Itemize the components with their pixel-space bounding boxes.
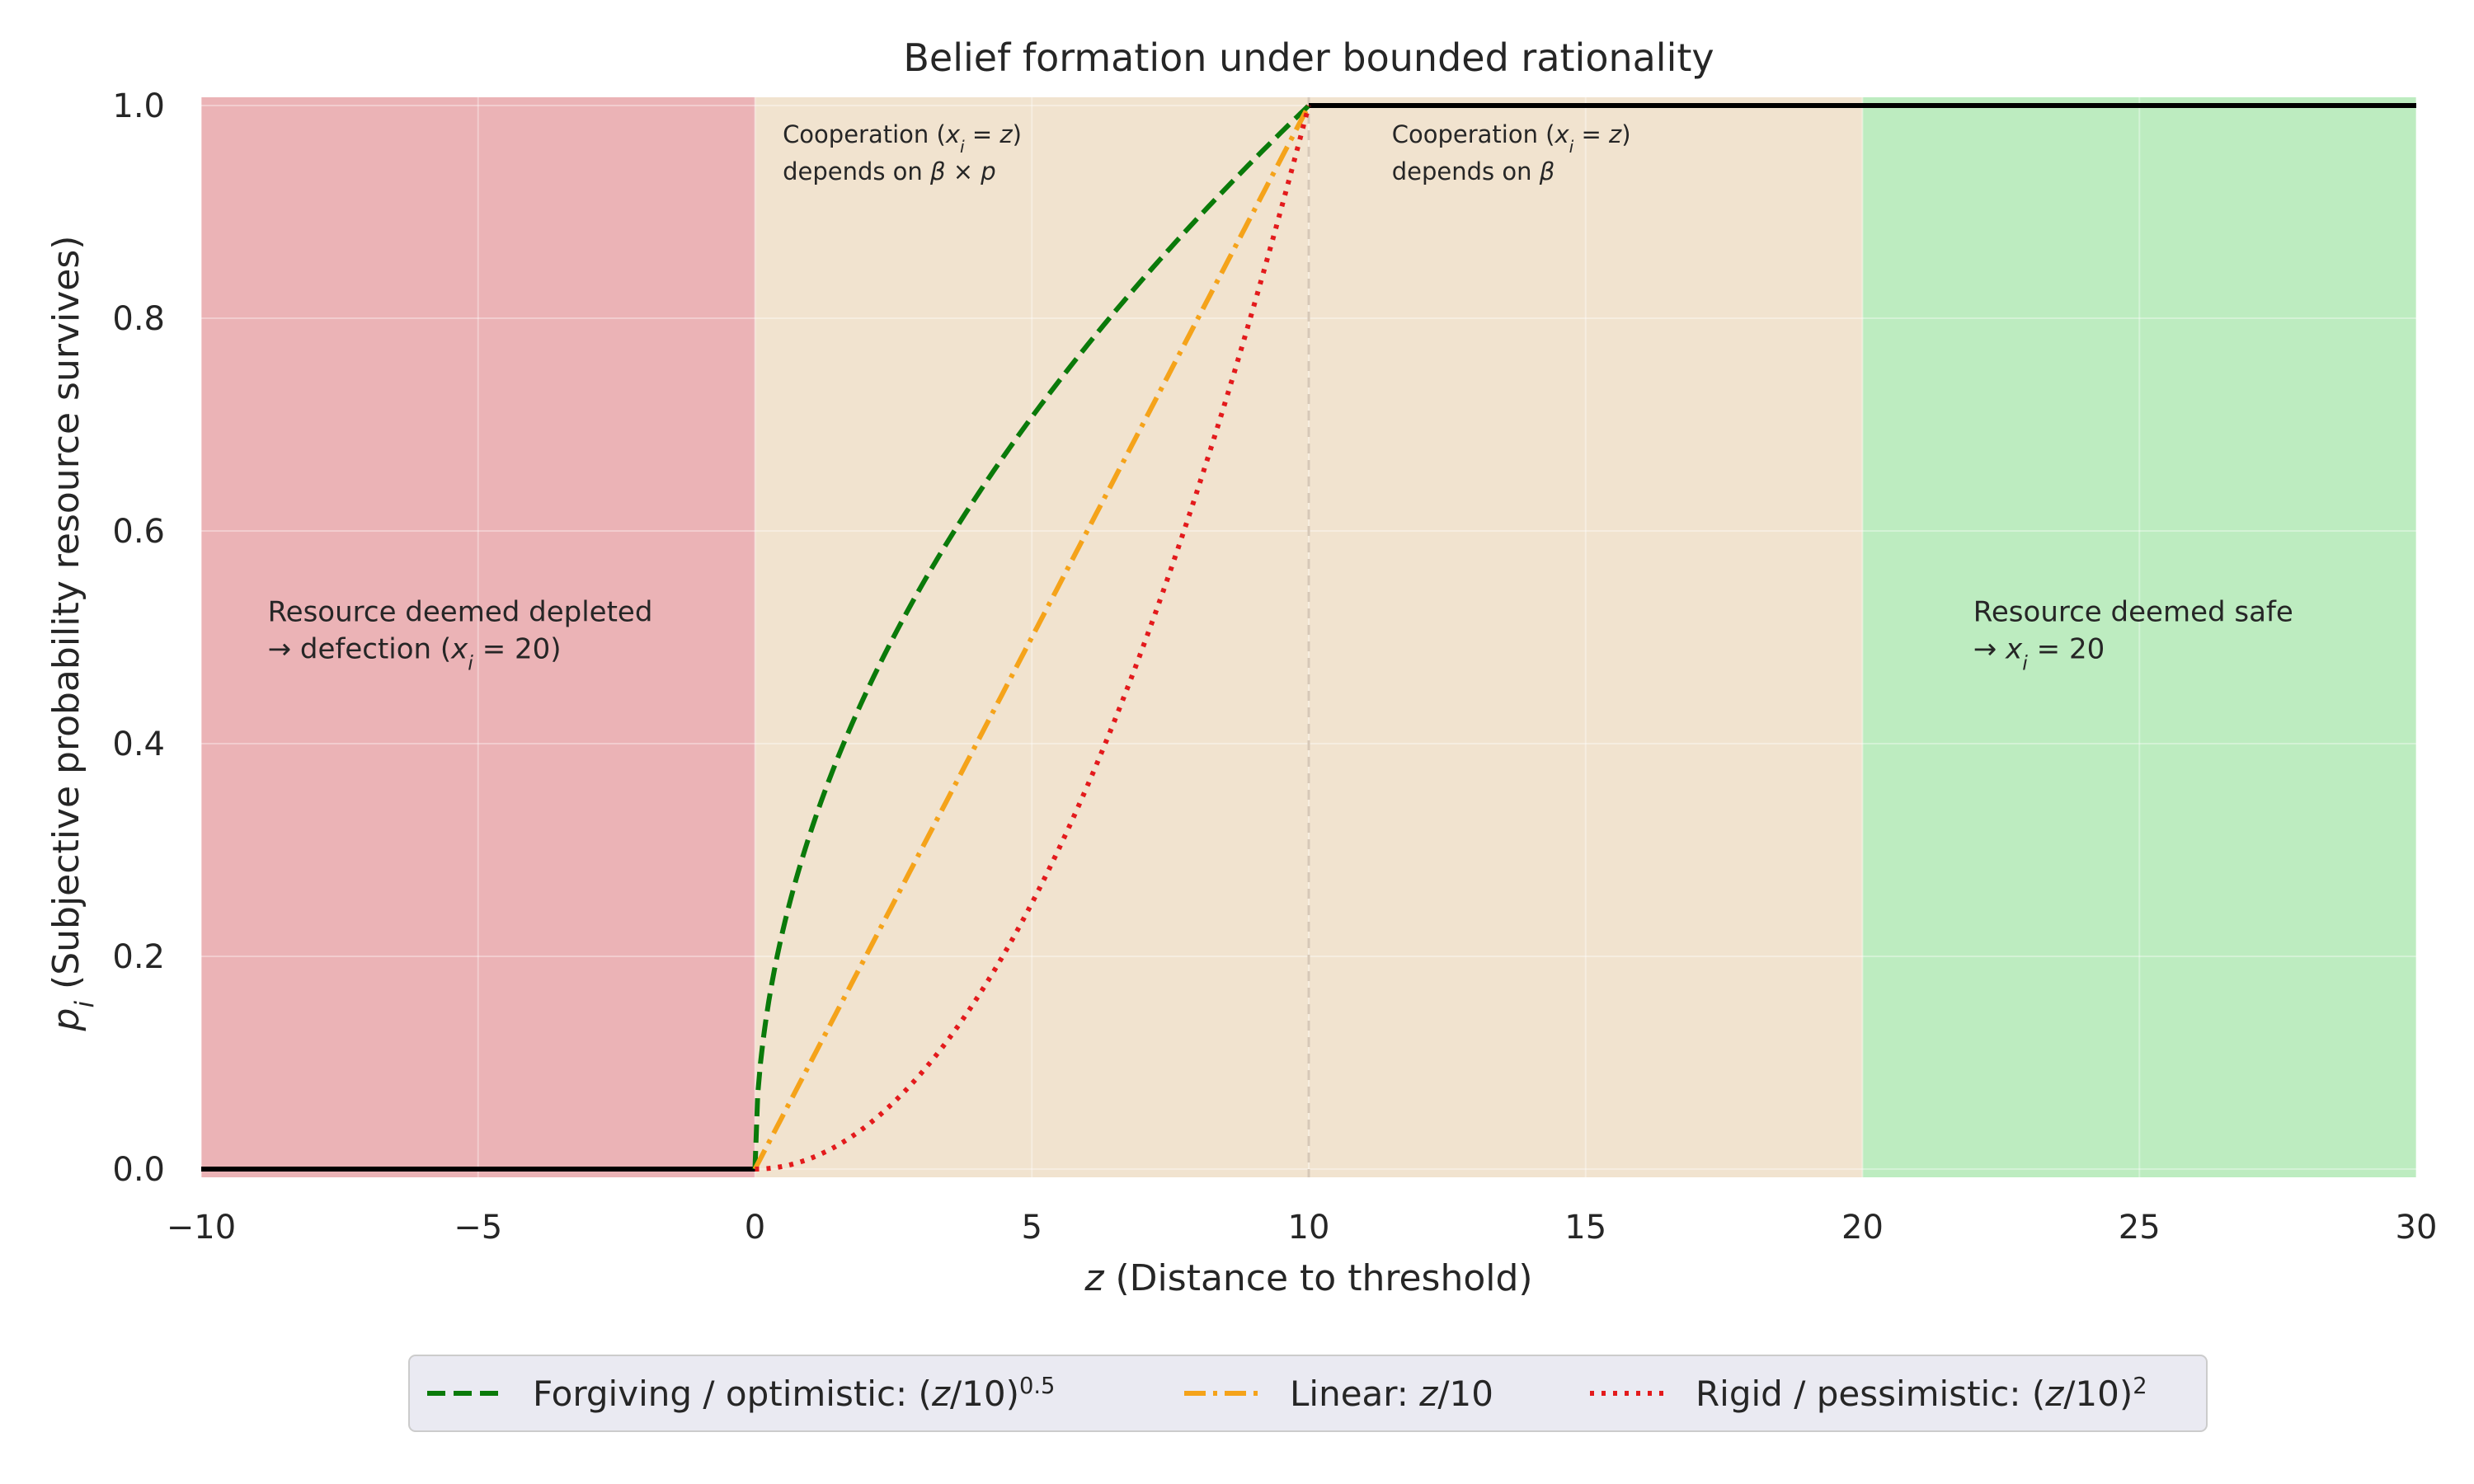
- legend-label-0: Forgiving / optimistic: (z/10)0.5: [533, 1374, 1055, 1415]
- legend-items: Forgiving / optimistic: (z/10)0.5 Linear:…: [427, 1374, 2147, 1415]
- x-axis-label: z (Distance to threshold): [1084, 1257, 1532, 1299]
- chart-title: Belief formation under bounded rationali…: [903, 35, 1714, 80]
- y-tick-label-0: 0.0: [112, 1151, 165, 1189]
- region-1-label-line-0: Cooperation (xi = z): [783, 120, 1022, 157]
- region-2: [1309, 97, 1863, 1177]
- region-0-label-line-0: Resource deemed depleted: [268, 596, 653, 629]
- region-1: [755, 97, 1309, 1177]
- regions-layer: [201, 97, 2416, 1177]
- x-tick-label-7: 25: [2119, 1209, 2161, 1247]
- region-0: [201, 97, 755, 1177]
- y-tick-label-1: 0.2: [112, 938, 165, 976]
- x-tick-label-5: 15: [1564, 1209, 1606, 1247]
- x-tick-label-4: 10: [1288, 1209, 1330, 1247]
- legend-label-1: Linear: z/10: [1290, 1374, 1493, 1414]
- legend-box: [408, 1355, 2208, 1432]
- x-tick-label-8: 30: [2396, 1209, 2438, 1247]
- y-axis-label: pi (Subjective probability resource surv…: [45, 236, 100, 1032]
- x-tick-label-3: 5: [1022, 1209, 1042, 1247]
- region-2-label-line-0: Cooperation (xi = z): [1392, 120, 1631, 157]
- region-0-label-line-1: → defection (xi = 20): [268, 633, 562, 675]
- x-tick-labels: −10 −5 0 5 10 15 20 25 30: [167, 1209, 2438, 1247]
- x-tick-label-1: −5: [454, 1209, 502, 1247]
- y-tick-label-5: 1.0: [112, 87, 165, 125]
- y-tick-labels: 0.0 0.2 0.4 0.6 0.8 1.0: [112, 87, 165, 1189]
- y-tick-label-2: 0.4: [112, 726, 165, 763]
- x-tick-label-6: 20: [1841, 1209, 1884, 1247]
- region-1-label-line-1: depends on β × p: [783, 157, 996, 186]
- y-tick-label-3: 0.6: [112, 513, 165, 551]
- x-tick-label-2: 0: [745, 1209, 765, 1247]
- region-3: [1862, 97, 2416, 1177]
- region-3-label-line-1: → xi = 20: [1973, 633, 2105, 675]
- legend: Forgiving / optimistic: (z/10)0.5 Linear:…: [408, 1355, 2208, 1432]
- y-tick-label-4: 0.8: [112, 300, 165, 338]
- lines-layer: [201, 97, 2416, 1177]
- legend-label-2: Rigid / pessimistic: (z/10)2: [1696, 1374, 2147, 1415]
- x-tick-label-0: −10: [167, 1209, 236, 1247]
- region-2-label-line-1: depends on β: [1392, 157, 1554, 186]
- region-3-label-line-0: Resource deemed safe: [1973, 596, 2293, 629]
- region-text-layer: Resource deemed depleted → defection (xi …: [268, 120, 2293, 675]
- series-line-1: [752, 104, 1311, 1171]
